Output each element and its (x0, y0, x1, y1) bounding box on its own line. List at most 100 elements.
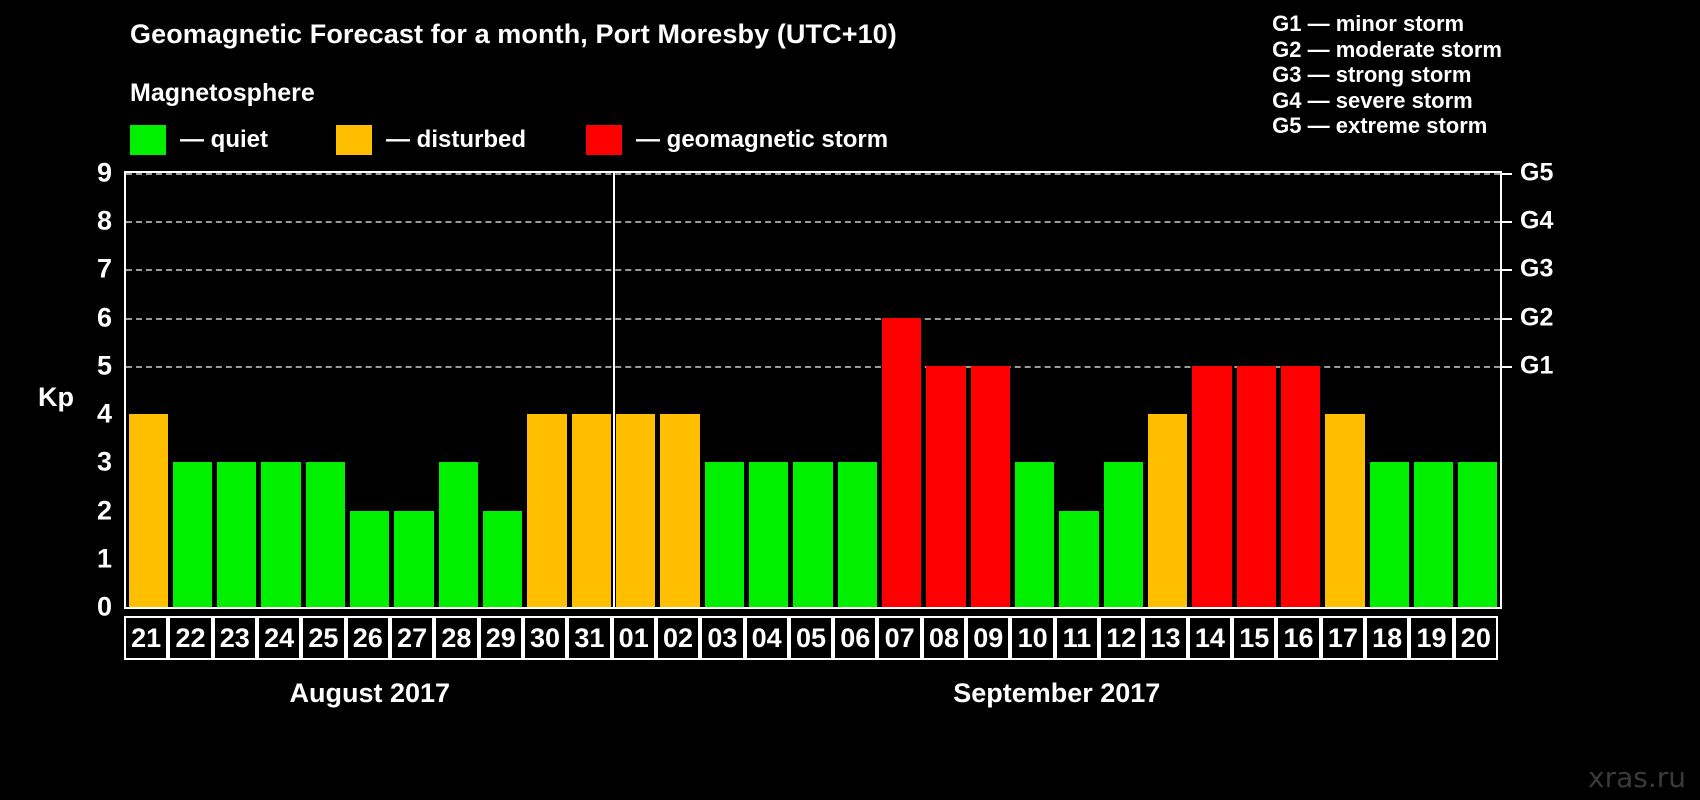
legend-swatch-icon (336, 125, 372, 155)
bar-day-01 (616, 414, 656, 607)
day-label-15: 15 (1232, 616, 1277, 660)
day-label-28: 28 (434, 616, 479, 660)
legend-swatch-icon (586, 125, 622, 155)
y-tick-label-1: 1 (96, 543, 112, 574)
day-label-29: 29 (478, 616, 523, 660)
bar-day-23 (217, 462, 257, 607)
day-label-24: 24 (256, 616, 302, 660)
legend-label: — quiet (180, 126, 268, 153)
y-tick-label-8: 8 (96, 205, 112, 236)
bar-day-19 (1413, 462, 1454, 607)
g-tick-label-G3: G3 (1520, 254, 1554, 283)
day-label-16: 16 (1276, 616, 1321, 660)
bar-day-03 (704, 462, 744, 607)
y-tick-label-5: 5 (96, 350, 112, 381)
g-tick-mark-G2 (1502, 317, 1512, 320)
day-label-03: 03 (700, 616, 745, 660)
day-label-25: 25 (301, 616, 346, 660)
y-tick-label-6: 6 (96, 302, 112, 333)
gridline-kp-7 (126, 269, 1500, 272)
day-label-06: 06 (833, 616, 878, 660)
g-tick-mark-G1 (1502, 365, 1512, 368)
bar-day-04 (749, 462, 789, 607)
g-tick-mark-G4 (1502, 221, 1512, 224)
g-tick-mark-G3 (1502, 269, 1512, 272)
bar-day-27 (394, 510, 434, 607)
day-label-07: 07 (877, 616, 922, 660)
y-axis-title: Kp (38, 382, 74, 412)
bar-day-28 (438, 462, 479, 607)
y-tick-label-3: 3 (96, 446, 112, 477)
y-tick-label-4: 4 (96, 398, 112, 429)
page-title: Geomagnetic Forecast for a month, Port M… (130, 19, 897, 49)
day-label-12: 12 (1099, 616, 1144, 660)
bar-day-12 (1103, 462, 1143, 607)
g-scale-legend: G1 — minor storm G2 — moderate storm G3 — … (1272, 11, 1502, 139)
g-tick-label-G4: G4 (1520, 206, 1554, 235)
bar-day-22 (172, 462, 213, 607)
gridline-kp-6 (126, 317, 1500, 320)
g-legend-row-5: G5 — extreme storm (1272, 113, 1488, 138)
bar-day-16 (1280, 365, 1321, 607)
day-label-14: 14 (1187, 616, 1233, 660)
g-legend-row-1: G1 — minor storm (1272, 11, 1465, 36)
day-axis: 21 22 23 24 25 26 27 28 29 30 31 01 02 03 04 05 06 07 08 09… (124, 616, 1502, 660)
g-tick-label-G5: G5 (1520, 158, 1554, 187)
magnetosphere-label: Magnetosphere (130, 79, 315, 107)
bar-day-13 (1147, 414, 1188, 607)
gridline-kp-9 (126, 173, 1500, 175)
day-label-13: 13 (1143, 616, 1188, 660)
g-legend-row-4: G4 — severe storm (1272, 87, 1473, 113)
day-label-27: 27 (389, 616, 435, 660)
day-label-22: 22 (168, 616, 213, 660)
month-label-1: August 2017 (289, 678, 451, 708)
day-label-02: 02 (655, 616, 701, 660)
y-tick-label-0: 0 (96, 591, 112, 622)
bar-day-30 (527, 414, 567, 607)
day-label-17: 17 (1320, 616, 1366, 660)
disturbed-legend: — disturbed (336, 124, 526, 156)
day-label-21: 21 (124, 616, 169, 660)
bar-day-06 (837, 462, 877, 607)
g-tick-label-G2: G2 (1520, 303, 1554, 332)
bar-day-24 (261, 462, 301, 607)
g-tick-mark-G5 (1502, 173, 1512, 175)
bar-day-21 (128, 414, 168, 607)
day-label-04: 04 (744, 616, 789, 660)
legend-label: — geomagnetic storm (636, 126, 889, 153)
day-label-26: 26 (345, 616, 390, 660)
bar-day-26 (350, 510, 390, 607)
bar-day-05 (793, 462, 833, 607)
day-label-30: 30 (522, 616, 568, 660)
day-label-18: 18 (1365, 616, 1410, 660)
y-tick-label-7: 7 (96, 253, 112, 284)
bar-day-11 (1059, 510, 1099, 607)
gridline-kp-8 (126, 221, 1500, 224)
bar-day-09 (970, 365, 1010, 607)
gridline-kp-5 (126, 365, 1500, 368)
day-label-20: 20 (1453, 616, 1498, 660)
month-divider (612, 173, 615, 607)
bar-day-29 (483, 510, 523, 607)
watermark: xras.ru (1588, 761, 1686, 794)
bar-day-02 (660, 414, 700, 607)
day-label-05: 05 (788, 616, 834, 660)
bar-day-25 (305, 462, 346, 607)
storm-legend: — geomagnetic storm (586, 124, 888, 156)
day-label-11: 11 (1054, 616, 1100, 660)
legend-label: — disturbed (386, 126, 527, 153)
legend-swatch-icon (130, 125, 166, 155)
bar-day-20 (1458, 462, 1498, 607)
y-tick-label-9: 9 (96, 157, 112, 188)
g-tick-label-G1: G1 (1520, 351, 1554, 380)
bar-day-07 (881, 317, 922, 607)
month-label-2: September 2017 (953, 678, 1161, 708)
bar-day-08 (926, 365, 966, 607)
day-label-23: 23 (212, 616, 257, 660)
day-label-19: 19 (1409, 616, 1454, 660)
day-label-31: 31 (567, 616, 612, 660)
day-label-09: 09 (966, 616, 1011, 660)
day-label-10: 10 (1010, 616, 1055, 660)
plot-area (124, 171, 1502, 609)
